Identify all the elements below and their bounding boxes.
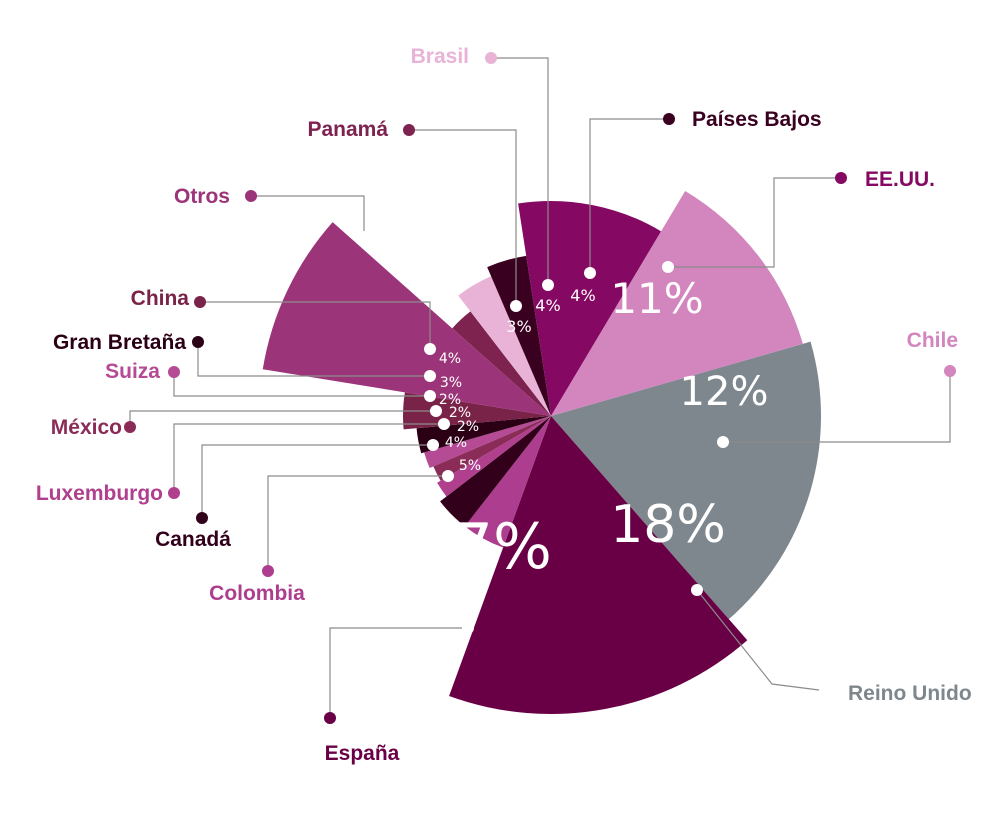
percent-label-0: 18%: [610, 495, 726, 555]
marker-dots: [124, 52, 956, 724]
leader-line-1: [329, 627, 468, 712]
label-marker-dot-11: [485, 52, 497, 64]
country-label-11: Brasil: [411, 45, 469, 68]
label-marker-dot-8: [194, 296, 206, 308]
slice-marker-dot-7: [424, 370, 436, 382]
label-marker-dot-13: [835, 172, 847, 184]
slice-marker-dot-12: [584, 267, 596, 279]
country-label-8: China: [131, 287, 190, 310]
label-marker-dot-4: [168, 487, 180, 499]
slice-3: [440, 416, 551, 527]
slice-2: [464, 416, 551, 548]
leader-line-4: [173, 423, 444, 487]
slice-marker-dot-11: [542, 279, 554, 291]
country-label-6: Suiza: [105, 360, 160, 383]
leader-lines: [129, 57, 951, 712]
leader-line-3: [201, 444, 433, 512]
pie-slices: [262, 190, 821, 715]
percent-label-11: 4%: [535, 296, 560, 315]
leader-line-7: [197, 342, 430, 377]
slice-marker-dot-1: [462, 622, 474, 634]
country-label-4: Luxemburgo: [36, 482, 163, 505]
country-label-12: Países Bajos: [692, 108, 822, 131]
slice-14: [551, 190, 803, 416]
percent-label-1: 17%: [414, 510, 552, 583]
label-marker-dot-2: [262, 565, 274, 577]
leader-line-0: [696, 589, 820, 691]
slice-marker-dot-0: [691, 584, 703, 596]
slice-7: [416, 416, 551, 454]
slice-12: [487, 255, 551, 416]
country-label-1: España: [325, 742, 400, 765]
percent-label-10: 3%: [506, 317, 531, 336]
slice-marker-dot-8: [424, 343, 436, 355]
country-label-5: México: [51, 416, 122, 439]
percent-labels: 18%17%5%4%2%2%2%3%4%9%3%4%4% 11%12%: [375, 219, 769, 583]
percent-label-4: 2%: [457, 419, 479, 435]
slice-marker-dot-6: [424, 390, 436, 402]
slice-marker-dot-2: [442, 470, 454, 482]
percent-label-12: 4%: [570, 286, 595, 305]
slice-13: [518, 200, 662, 416]
slice-marker-dot-4: [438, 418, 450, 430]
slice-4: [437, 416, 551, 497]
slice-10: [452, 311, 551, 416]
label-marker-dot-1: [324, 712, 336, 724]
leader-line-11: [491, 57, 549, 285]
country-label-10: Panamá: [307, 118, 388, 141]
percent-label-9: 9%: [375, 219, 448, 273]
leader-line-2: [267, 475, 448, 565]
slice-6: [424, 416, 551, 468]
leader-line-9: [251, 195, 365, 237]
country-label-2: Colombia: [209, 582, 305, 605]
country-label-14: Chile: [907, 329, 958, 352]
percent-label-8: 4%: [439, 351, 461, 367]
country-label-0: Reino Unido: [848, 682, 972, 705]
slice-11: [458, 276, 551, 416]
label-marker-dot-6: [168, 366, 180, 378]
label-marker-dot-14: [944, 365, 956, 377]
percent-label-2: 5%: [459, 458, 481, 474]
slice-marker-dot-9: [358, 231, 370, 243]
slice-marker-dot-5: [430, 405, 442, 417]
leader-line-10: [409, 129, 517, 306]
slice-9: [262, 222, 551, 416]
percent-label-6: 2%: [439, 392, 461, 408]
slice-5: [433, 416, 551, 481]
percent-label-5: 2%: [449, 405, 471, 421]
label-marker-dot-5: [124, 421, 136, 433]
slice-marker-dot-10: [510, 300, 522, 312]
label-marker-dot-9: [245, 190, 257, 202]
slice-marker-dot-3: [427, 439, 439, 451]
country-label-7: Gran Bretaña: [53, 331, 186, 354]
percent-label-13: 11%: [610, 274, 703, 323]
leader-line-6: [173, 372, 430, 397]
slice-0: [551, 341, 821, 620]
label-marker-dot-7: [192, 336, 204, 348]
country-label-3: Canadá: [155, 528, 231, 551]
leader-line-12: [589, 118, 669, 273]
slice-1: [449, 416, 748, 715]
slice-marker-dot-14: [717, 436, 729, 448]
leader-line-5: [129, 410, 436, 421]
leader-line-8: [200, 301, 431, 349]
label-marker-dot-3: [196, 512, 208, 524]
percent-label-14: 12%: [680, 369, 769, 415]
slice-marker-dot-13: [662, 261, 674, 273]
label-marker-dot-10: [403, 124, 415, 136]
label-marker-dot-12: [663, 113, 675, 125]
leader-line-13: [668, 177, 841, 268]
percent-label-7: 3%: [440, 375, 462, 391]
leader-line-14: [723, 371, 951, 443]
country-label-9: Otros: [174, 185, 230, 208]
percent-label-3: 4%: [445, 435, 467, 451]
country-labels: Reino Unido España Colombia Canadá Luxemburg…: [36, 45, 972, 765]
country-label-13: EE.UU.: [865, 168, 935, 191]
